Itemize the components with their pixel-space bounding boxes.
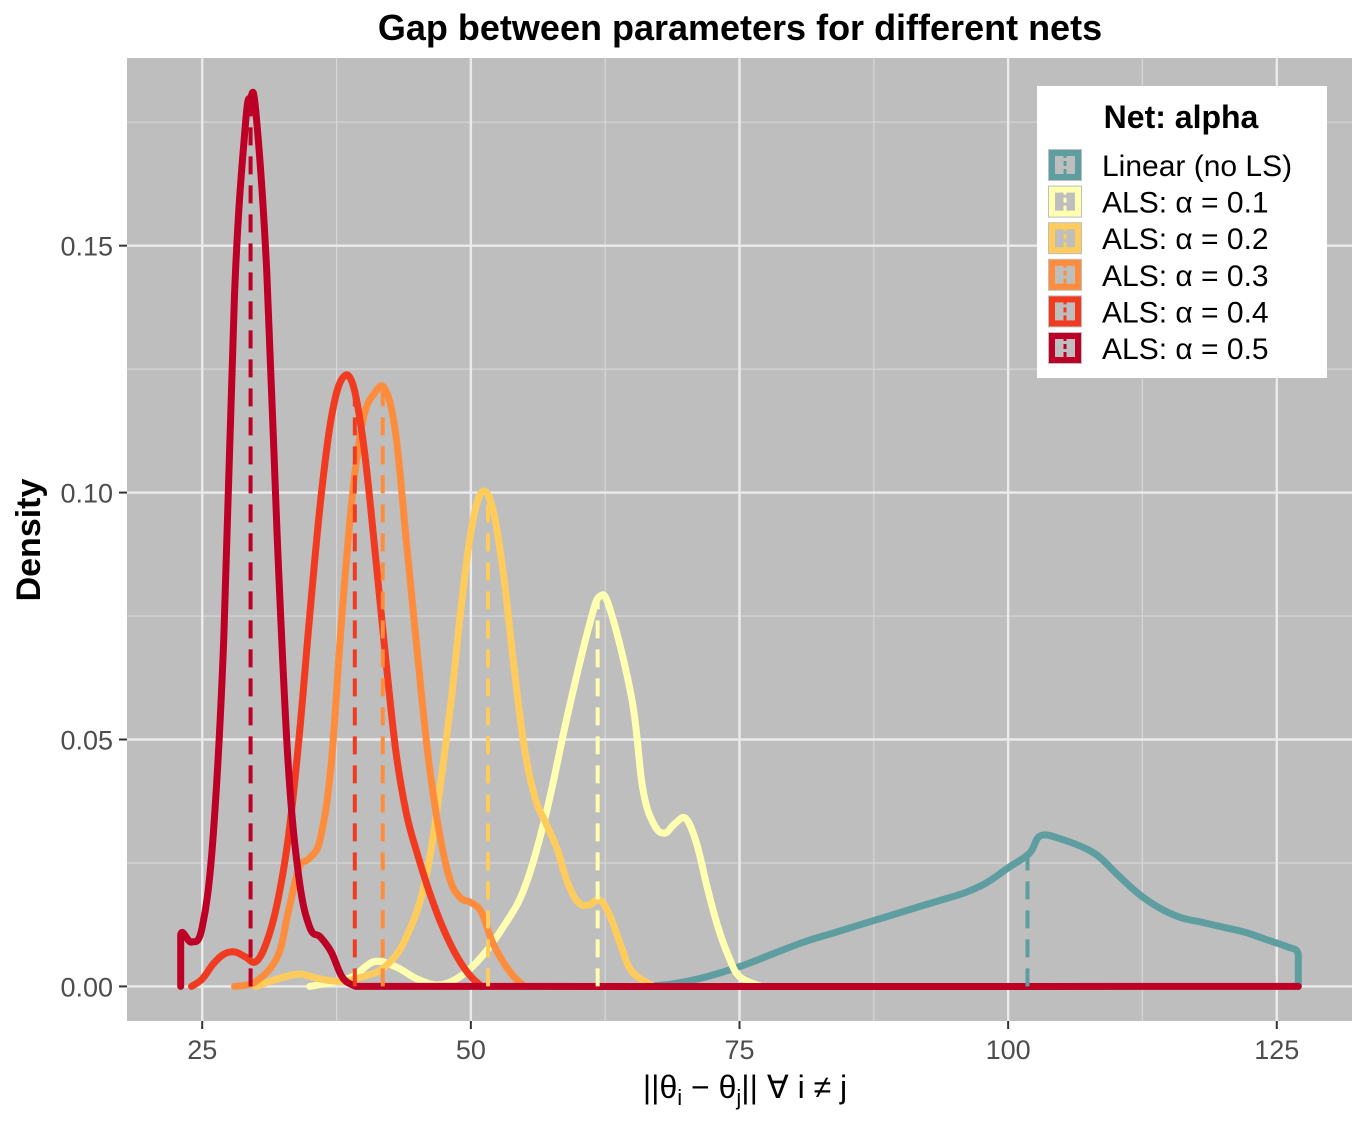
density-line-4 — [188, 371, 486, 990]
legend-label: ALS: α = 0.3 — [1102, 260, 1269, 293]
legend-label: ALS: α = 0.5 — [1102, 333, 1269, 366]
legend-box — [1037, 86, 1327, 378]
legend: Net: alpha Linear (no LS)ALS: α = 0.1ALS… — [1037, 86, 1327, 378]
y-axis-title: Density — [10, 479, 48, 602]
y-tick-label: 0.10 — [60, 479, 113, 509]
density-series — [177, 88, 1302, 991]
x-tick-label: 50 — [456, 1035, 486, 1065]
y-tick-label: 0.00 — [60, 972, 113, 1002]
x-tick-label: 125 — [1254, 1035, 1299, 1065]
legend-label: ALS: α = 0.1 — [1102, 187, 1269, 220]
x-axis-title-pre: ||θ — [643, 1069, 677, 1105]
y-tick-label: 0.05 — [60, 726, 113, 756]
x-tick-label: 75 — [724, 1035, 754, 1065]
legend-label: Linear (no LS) — [1102, 150, 1292, 183]
density-line-5 — [177, 88, 1302, 991]
x-axis-title-sub-j: j — [735, 1085, 741, 1110]
median-lines — [248, 97, 1030, 987]
x-tick-label: 100 — [986, 1035, 1031, 1065]
chart-title: Gap between parameters for different net… — [378, 7, 1102, 48]
x-axis-title-mid: − θ — [682, 1069, 736, 1105]
legend-label: ALS: α = 0.4 — [1102, 296, 1269, 329]
x-axis-title: ||θi − θj|| ∀ i ≠ j — [643, 1069, 847, 1110]
legend-title: Net: alpha — [1104, 99, 1259, 135]
x-axis-title-post: || ∀ i ≠ j — [741, 1069, 847, 1105]
density-line-1 — [306, 591, 765, 990]
density-line-2 — [252, 487, 657, 990]
x-tick-label: 25 — [187, 1035, 217, 1065]
y-axis-ticks: 0.00 0.05 0.10 0.15 — [60, 232, 127, 1002]
x-axis-ticks: 25 50 75 100 125 — [187, 1021, 1299, 1065]
x-axis-title-sub-i: i — [677, 1085, 682, 1110]
y-tick-label: 0.15 — [60, 232, 113, 262]
density-line-3 — [231, 382, 529, 990]
density-line-0 — [639, 831, 1302, 990]
legend-label: ALS: α = 0.2 — [1102, 223, 1269, 256]
